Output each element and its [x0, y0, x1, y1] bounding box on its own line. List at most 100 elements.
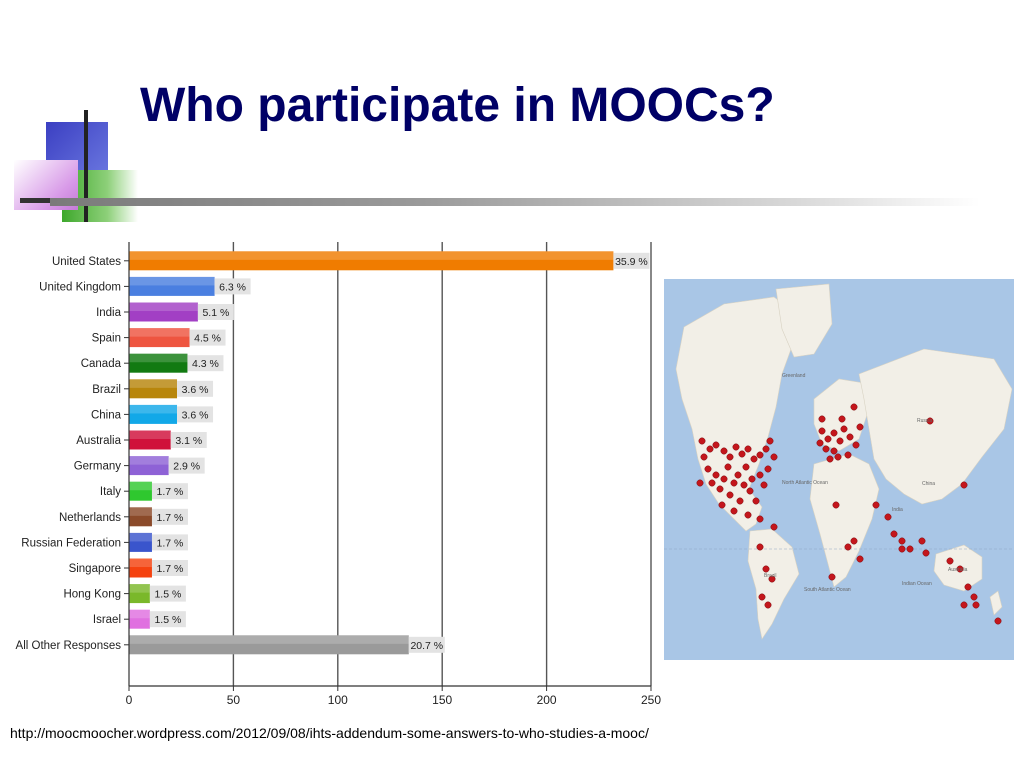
map-land-africa	[809, 453, 880, 588]
category-label: United States	[52, 256, 121, 268]
data-label-box	[177, 380, 214, 397]
location-marker	[744, 511, 752, 519]
location-marker	[730, 507, 738, 515]
bar	[129, 251, 614, 271]
map-label-greenland: Greenland	[782, 373, 806, 379]
location-marker	[726, 453, 734, 461]
map-label-brazil: Brazil	[764, 573, 777, 579]
location-marker	[762, 565, 770, 573]
map-land-greenland	[775, 283, 833, 358]
location-marker	[764, 601, 772, 609]
category-label: Israel	[93, 614, 121, 626]
map-label-china: China	[922, 481, 935, 487]
source-url: http://moocmoocher.wordpress.com/2012/09…	[10, 725, 649, 741]
bar	[129, 404, 178, 424]
location-marker	[712, 441, 720, 449]
location-marker	[720, 475, 728, 483]
location-marker	[730, 479, 738, 487]
bar-highlight	[129, 481, 152, 491]
data-label-box	[408, 636, 445, 653]
location-marker	[824, 435, 832, 443]
location-marker	[918, 537, 926, 545]
location-marker	[734, 471, 742, 479]
location-marker	[756, 471, 764, 479]
x-tick-label: 100	[328, 693, 348, 706]
category-label: All Other Responses	[16, 640, 122, 652]
data-label-box	[149, 611, 186, 628]
bar-highlight	[129, 430, 171, 440]
location-marker	[756, 451, 764, 459]
location-marker	[732, 443, 740, 451]
location-marker	[750, 455, 758, 463]
location-marker	[826, 455, 834, 463]
data-label: 1.5 %	[154, 614, 181, 626]
bar-highlight	[129, 251, 614, 260]
map-land-europe	[813, 378, 870, 452]
location-marker	[852, 441, 860, 449]
category-label: Spain	[92, 333, 121, 345]
bar-highlight	[129, 302, 198, 312]
x-tick-label: 150	[432, 693, 452, 706]
location-marker	[726, 491, 734, 499]
location-marker	[770, 453, 778, 461]
bar	[129, 584, 150, 604]
data-label: 3.6 %	[182, 384, 209, 396]
location-marker	[926, 417, 934, 425]
data-label: 3.1 %	[175, 435, 202, 447]
data-label-box	[177, 406, 214, 423]
location-marker	[960, 601, 968, 609]
location-marker	[970, 593, 978, 601]
data-label: 1.7 %	[157, 512, 184, 524]
location-marker	[846, 433, 854, 441]
x-tick-label: 0	[126, 693, 133, 706]
location-marker	[834, 453, 842, 461]
location-marker	[738, 450, 746, 458]
data-label: 1.7 %	[157, 563, 184, 575]
bar-highlight	[129, 353, 188, 363]
location-marker	[736, 497, 744, 505]
location-marker	[770, 523, 778, 531]
chart-grid	[232, 242, 652, 686]
data-label: 1.7 %	[157, 486, 184, 498]
location-marker	[956, 565, 964, 573]
data-label: 4.5 %	[194, 333, 221, 345]
category-label: Netherlands	[59, 512, 121, 524]
bar-highlight	[129, 404, 178, 414]
x-tick-label: 50	[227, 693, 241, 706]
bar	[129, 328, 190, 348]
location-marker	[704, 465, 712, 473]
data-label: 5.1 %	[202, 307, 229, 319]
map-label-south-atlantic: South Atlantic Ocean	[804, 587, 851, 593]
location-marker	[706, 445, 714, 453]
data-label: 1.5 %	[154, 589, 181, 601]
bar	[129, 481, 152, 501]
x-tick-label: 200	[537, 693, 557, 706]
category-label: China	[91, 409, 122, 421]
bar-highlight	[129, 276, 215, 286]
data-label-box	[170, 432, 207, 448]
location-marker	[740, 481, 748, 489]
category-label: Hong Kong	[63, 589, 121, 601]
location-marker	[696, 479, 704, 487]
data-label-box	[151, 560, 188, 576]
category-label: Canada	[81, 358, 122, 370]
location-marker	[828, 573, 836, 581]
category-label: Russian Federation	[21, 537, 121, 549]
bar-highlight	[129, 532, 152, 542]
location-marker	[922, 549, 930, 557]
bar	[129, 456, 169, 476]
location-marker	[712, 471, 720, 479]
decor-vertical-line	[84, 110, 88, 222]
location-marker	[994, 617, 1002, 625]
location-marker	[818, 415, 826, 423]
bar-highlight	[129, 609, 150, 619]
data-label: 35.9 %	[615, 256, 648, 268]
category-label: Germany	[74, 461, 122, 473]
location-marker	[946, 557, 954, 565]
category-label: United Kingdom	[39, 281, 121, 293]
x-tick-label: 250	[641, 693, 661, 706]
bar	[129, 532, 152, 552]
location-marker	[830, 429, 838, 437]
bar-highlight	[129, 328, 190, 337]
location-marker	[884, 513, 892, 521]
